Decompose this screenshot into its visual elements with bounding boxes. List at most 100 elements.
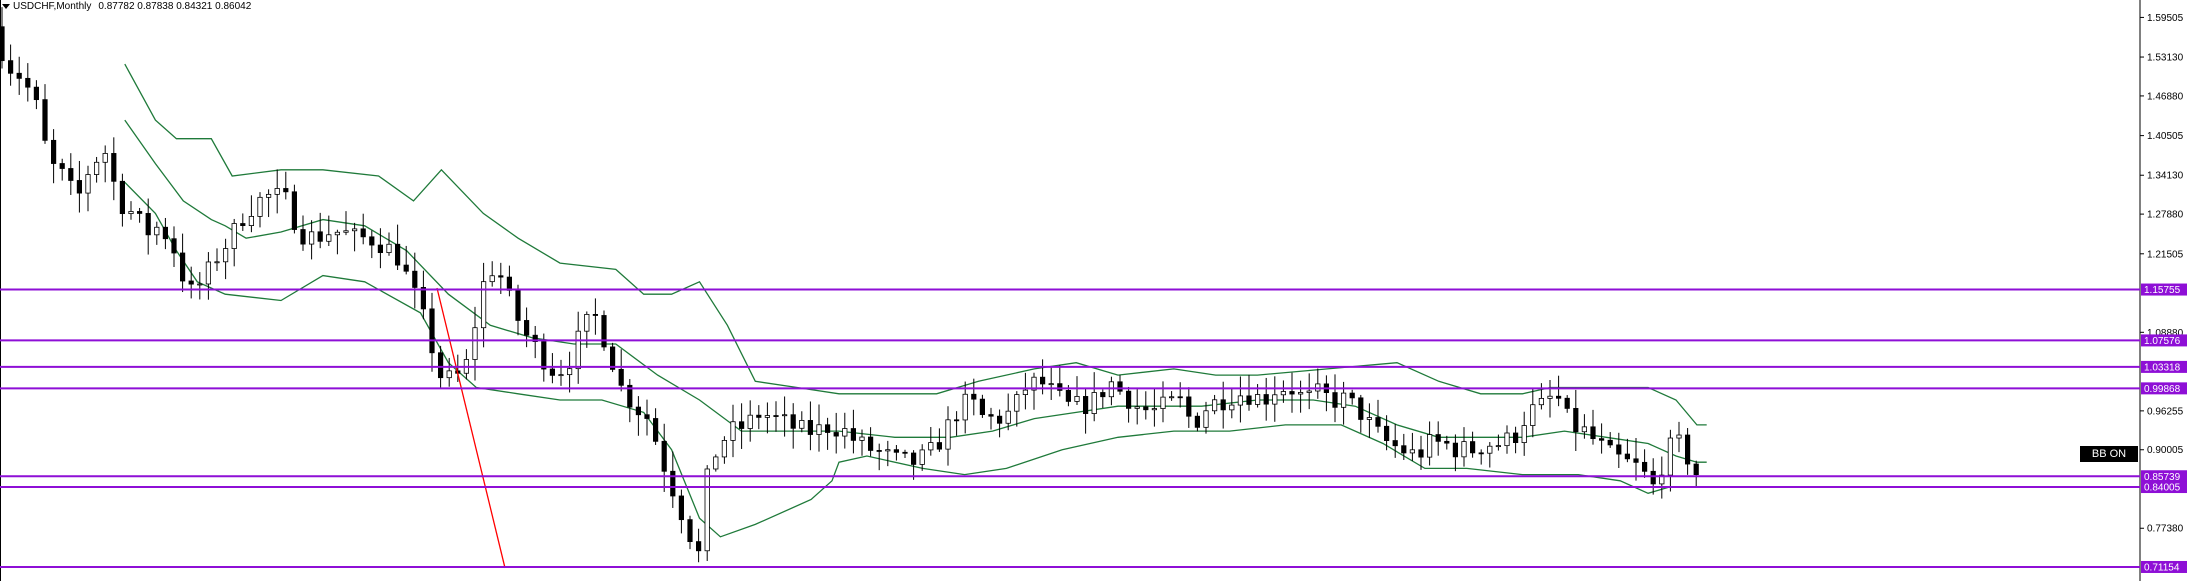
candle-body <box>76 180 82 194</box>
candle-body <box>1564 397 1570 409</box>
candle-body <box>265 193 272 198</box>
candle-body <box>1091 392 1097 414</box>
candle-body <box>1040 376 1046 385</box>
candle-body <box>661 440 667 472</box>
candle-body <box>1444 440 1450 444</box>
candle-body <box>16 72 22 79</box>
candle-body <box>68 168 74 181</box>
candle-body <box>1332 392 1338 408</box>
candle-body <box>1375 417 1381 427</box>
candle-body <box>610 346 616 370</box>
level-label: 1.03318 <box>2144 362 2181 373</box>
candle-body <box>601 315 607 348</box>
y-tick-label: 1.53130 <box>2147 53 2184 64</box>
y-tick-label: 1.08880 <box>2147 328 2184 339</box>
candle-body <box>240 223 246 226</box>
candle-body <box>653 418 659 442</box>
candle-body <box>627 384 633 408</box>
candle-body <box>179 252 186 282</box>
candle-body <box>1358 397 1364 420</box>
y-tick-label: 0.96255 <box>2147 406 2184 417</box>
candle-body <box>394 243 401 266</box>
candle-body <box>498 275 504 278</box>
level-label: 0.84005 <box>2144 483 2181 494</box>
candle-body <box>1633 458 1639 463</box>
candle-body <box>541 341 547 370</box>
candle-body <box>1005 410 1011 424</box>
candle-body <box>214 261 220 264</box>
bollinger-lower-band <box>124 181 1707 538</box>
candle-body <box>1298 392 1304 395</box>
candle-body <box>1521 425 1527 444</box>
candle-body <box>257 196 263 217</box>
candle-body <box>1229 404 1235 411</box>
level-label-bg <box>2141 360 2187 373</box>
candle-body <box>1504 432 1510 447</box>
candle-body <box>25 77 31 88</box>
candle-body <box>171 238 177 254</box>
candle-body <box>928 442 934 451</box>
candle-body <box>0 26 5 62</box>
candle-body <box>1057 383 1063 391</box>
candle-body <box>59 163 65 169</box>
candle-body <box>936 442 943 450</box>
candle-body <box>515 289 521 321</box>
candle-body <box>945 419 951 450</box>
candle-body <box>334 231 341 236</box>
candle-body <box>721 440 728 458</box>
candle-body <box>799 420 805 429</box>
y-tick-label: 0.90005 <box>2147 445 2184 456</box>
y-tick-label: 1.59505 <box>2147 13 2184 24</box>
y-tick-label: 1.34130 <box>2147 171 2184 182</box>
candle-body <box>377 244 384 254</box>
candle-body <box>1134 406 1140 409</box>
candle-body <box>782 414 788 417</box>
dropdown-triangle-icon[interactable] <box>2 4 10 9</box>
candle-body <box>291 191 298 230</box>
candle-body <box>1607 439 1613 446</box>
candle-body <box>1220 399 1226 411</box>
candle-body <box>1349 392 1355 399</box>
candle-body <box>1151 408 1157 411</box>
candle-body <box>205 261 211 285</box>
candle-body <box>420 287 427 310</box>
candle-body <box>1177 396 1183 399</box>
candle-body <box>876 450 882 452</box>
candle-body <box>747 414 753 429</box>
candle-body <box>317 231 323 242</box>
candle-body <box>696 541 702 552</box>
candle-body <box>635 406 642 416</box>
level-label-bg <box>2141 560 2187 573</box>
candle-body <box>911 452 917 465</box>
candle-body <box>222 248 229 263</box>
level-label-bg <box>2141 382 2187 395</box>
candle-body <box>1642 461 1648 472</box>
candle-body <box>1083 396 1089 414</box>
candle-body <box>1616 444 1622 455</box>
candle-body <box>33 86 40 101</box>
candle-body <box>343 230 349 233</box>
level-label: 1.07576 <box>2144 336 2181 347</box>
bb-badge[interactable]: BB ON <box>2080 446 2138 462</box>
candle-body <box>1203 410 1209 428</box>
candle-body <box>1341 392 1347 408</box>
candle-body <box>128 211 134 215</box>
candle-body <box>1117 381 1123 392</box>
level-label: 1.15755 <box>2144 285 2181 296</box>
candle-body <box>988 414 994 417</box>
candle-body <box>386 243 392 254</box>
candle-body <box>704 468 710 552</box>
candle-body <box>1126 390 1132 409</box>
candle-body <box>506 276 513 291</box>
candle-body <box>1452 442 1458 458</box>
candle-body <box>274 188 280 195</box>
trend-line <box>436 287 506 569</box>
candle-body <box>119 180 125 215</box>
candle-body <box>1100 392 1106 398</box>
candle-body <box>412 270 418 288</box>
candle-body <box>790 414 796 429</box>
candle-body <box>1289 391 1295 395</box>
candle-body <box>1573 408 1579 433</box>
candle-body <box>670 470 676 497</box>
